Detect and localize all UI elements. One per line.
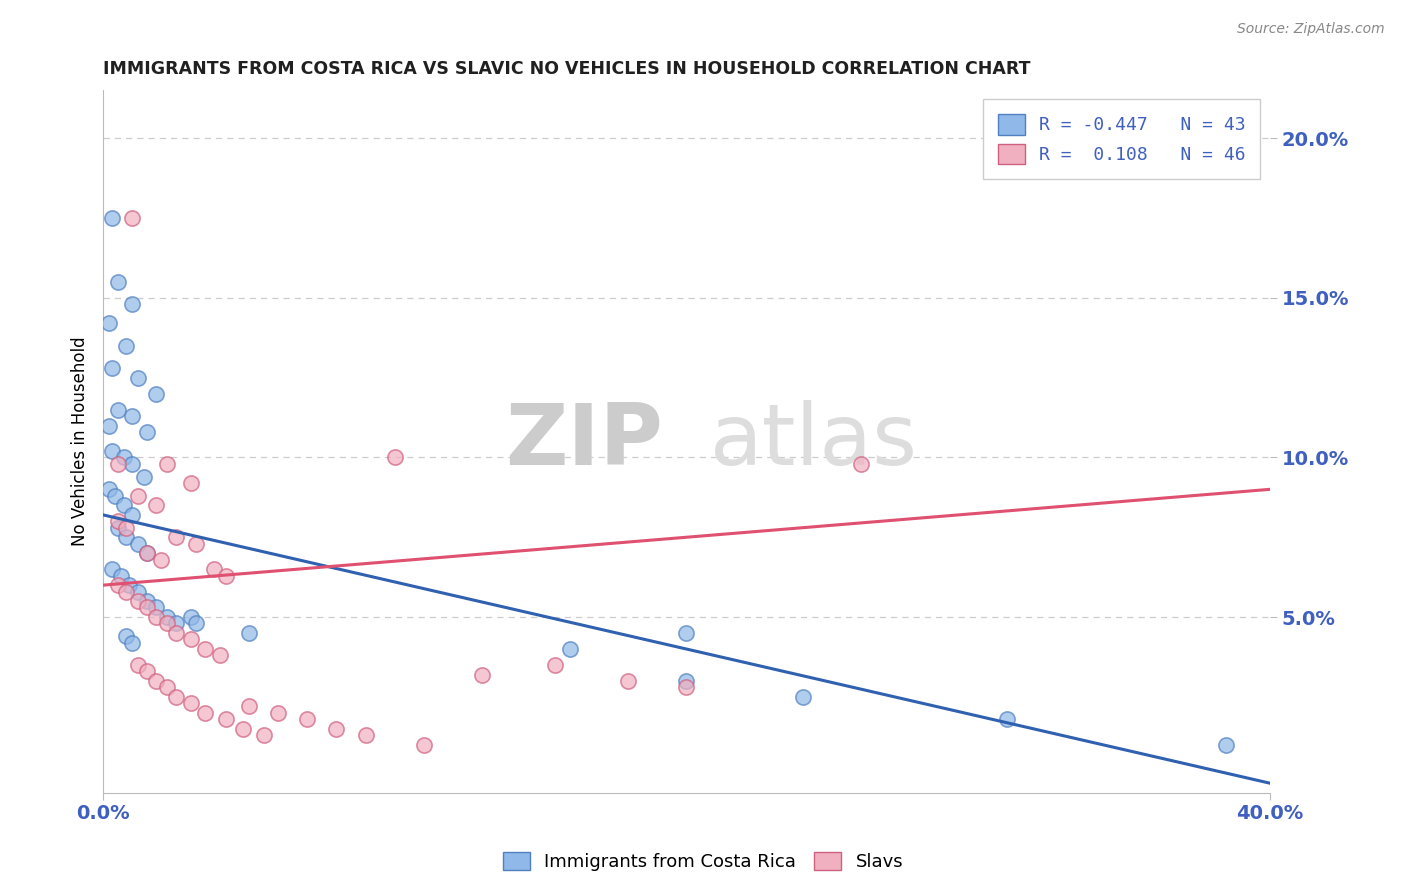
Point [135, 600, 157, 615]
Text: ZIP: ZIP [505, 400, 664, 483]
Point [121, 457, 143, 471]
Point [127, 489, 149, 503]
Point [214, 568, 236, 582]
Point [792, 690, 814, 704]
Point [194, 642, 217, 657]
Point [297, 712, 319, 726]
Point [132, 469, 155, 483]
Point [150, 552, 173, 566]
Point [107, 514, 129, 528]
Point [145, 499, 167, 513]
Point [186, 616, 208, 631]
Text: atlas: atlas [710, 400, 918, 483]
Point [127, 370, 149, 384]
Point [101, 444, 124, 458]
Point [121, 211, 143, 225]
Point [145, 600, 167, 615]
Point [115, 629, 138, 643]
Point [115, 530, 138, 544]
Point [127, 536, 149, 550]
Point [156, 681, 179, 695]
Point [165, 616, 187, 631]
Point [107, 402, 129, 417]
Point [165, 626, 187, 640]
Point [214, 712, 236, 726]
Point [112, 499, 135, 513]
Point [384, 450, 406, 465]
Point [107, 578, 129, 592]
Point [617, 673, 640, 688]
Point [97, 316, 120, 330]
Point [558, 642, 581, 657]
Text: IMMIGRANTS FROM COSTA RICA VS SLAVIC NO VEHICLES IN HOUSEHOLD CORRELATION CHART: IMMIGRANTS FROM COSTA RICA VS SLAVIC NO … [103, 60, 1031, 78]
Point [675, 673, 697, 688]
Point [156, 457, 179, 471]
Point [471, 667, 494, 681]
Point [135, 546, 157, 560]
Point [127, 584, 149, 599]
Point [145, 386, 167, 401]
Point [115, 339, 138, 353]
Point [115, 584, 138, 599]
Point [135, 594, 157, 608]
Text: Source: ZipAtlas.com: Source: ZipAtlas.com [1237, 22, 1385, 37]
Point [180, 696, 202, 710]
Point [107, 457, 129, 471]
Point [202, 562, 225, 576]
Y-axis label: No Vehicles in Household: No Vehicles in Household [72, 336, 89, 546]
Point [101, 562, 124, 576]
Point [675, 681, 697, 695]
Point [412, 738, 434, 752]
Point [165, 530, 187, 544]
Point [121, 635, 143, 649]
Legend: R = -0.447   N = 43, R =  0.108   N = 46: R = -0.447 N = 43, R = 0.108 N = 46 [983, 99, 1261, 179]
Point [325, 722, 347, 736]
Point [238, 699, 260, 714]
Point [135, 546, 157, 560]
Point [135, 425, 157, 439]
Point [121, 508, 143, 522]
Point [267, 706, 290, 720]
Point [127, 594, 149, 608]
Point [145, 673, 167, 688]
Point [97, 418, 120, 433]
Point [851, 457, 873, 471]
Point [107, 521, 129, 535]
Point [101, 361, 124, 376]
Point [115, 521, 138, 535]
Point [544, 657, 567, 672]
Point [104, 489, 127, 503]
Point [97, 483, 120, 497]
Legend: Immigrants from Costa Rica, Slavs: Immigrants from Costa Rica, Slavs [495, 845, 911, 879]
Point [995, 712, 1018, 726]
Point [252, 728, 274, 742]
Point [354, 728, 377, 742]
Point [180, 610, 202, 624]
Point [107, 275, 129, 289]
Point [1215, 738, 1237, 752]
Point [121, 409, 143, 423]
Point [127, 657, 149, 672]
Point [101, 211, 124, 225]
Point [675, 626, 697, 640]
Point [208, 648, 231, 663]
Point [165, 690, 187, 704]
Point [112, 450, 135, 465]
Point [232, 722, 254, 736]
Point [156, 616, 179, 631]
Point [238, 626, 260, 640]
Point [156, 610, 179, 624]
Point [194, 706, 217, 720]
Point [180, 632, 202, 647]
Point [110, 568, 132, 582]
Point [118, 578, 141, 592]
Point [135, 665, 157, 679]
Point [145, 610, 167, 624]
Point [121, 297, 143, 311]
Point [186, 536, 208, 550]
Point [180, 475, 202, 490]
